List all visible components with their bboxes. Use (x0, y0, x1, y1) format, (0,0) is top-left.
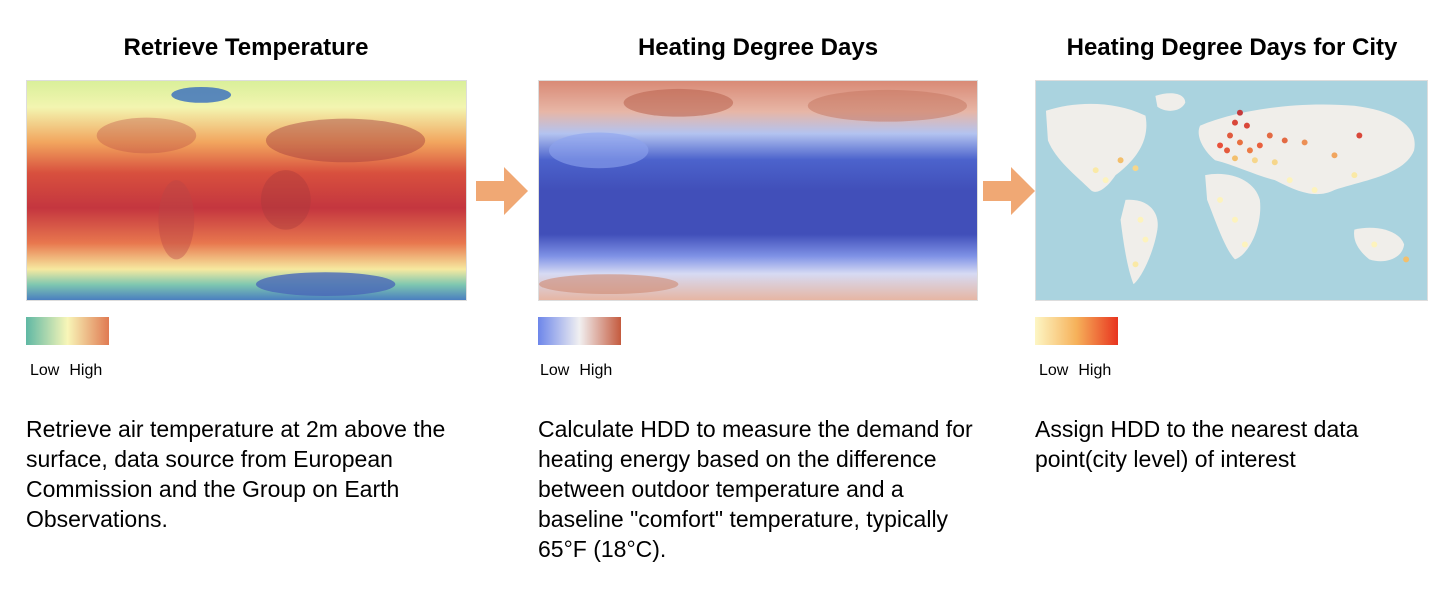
panel-title: Heating Degree Days for City (1066, 34, 1398, 61)
panel-description: Calculate HDD to measure the demand for … (538, 416, 973, 562)
arrow-right-icon (476, 167, 528, 215)
panel-description: Retrieve air temperature at 2m above the… (26, 416, 446, 532)
city-hdd-legend-bar (1035, 317, 1118, 345)
hdd-map (538, 80, 978, 301)
legend-high-label: High (1078, 362, 1112, 379)
panel-title: Heating Degree Days (637, 34, 879, 61)
city-hdd-legend-labels: Low High (1039, 362, 1121, 380)
temperature-map-image (27, 81, 466, 300)
temperature-legend-labels: Low High (30, 362, 112, 380)
temperature-legend-bar (26, 317, 109, 345)
panel-description: Assign HDD to the nearest data point(cit… (1035, 416, 1359, 472)
legend-low-label: Low (30, 362, 60, 379)
arrow-right-icon (983, 167, 1035, 215)
city-hdd-map-image (1036, 81, 1427, 300)
hdd-legend-labels: Low High (540, 362, 622, 380)
legend-high-label: High (69, 362, 103, 379)
temperature-map (26, 80, 467, 301)
hdd-legend-bar (538, 317, 621, 345)
legend-low-label: Low (1039, 362, 1069, 379)
legend-low-label: Low (540, 362, 570, 379)
panel-title: Retrieve Temperature (123, 34, 369, 61)
city-points (1092, 109, 1410, 268)
legend-high-label: High (579, 362, 613, 379)
city-hdd-map (1035, 80, 1428, 301)
hdd-map-image (539, 81, 977, 300)
